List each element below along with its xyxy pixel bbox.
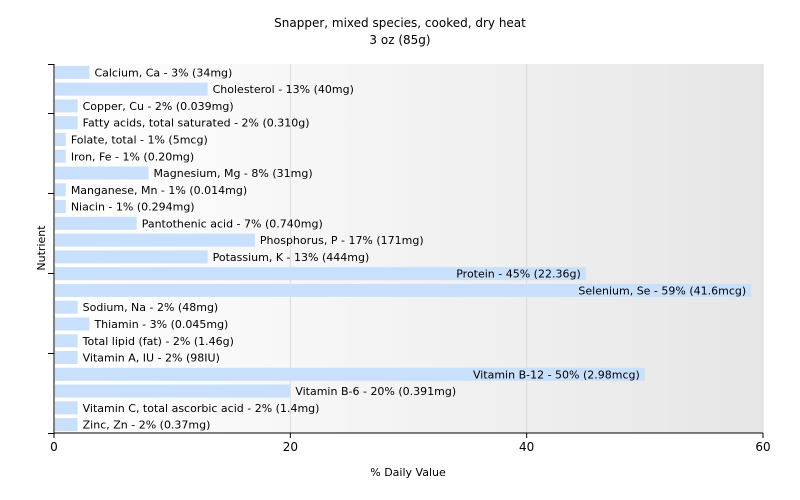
bar-18 [55, 367, 645, 381]
bar-label-2: Copper, Cu - 2% (0.039mg) [83, 100, 234, 113]
bar-21 [55, 418, 78, 432]
bar-label-14: Sodium, Na - 2% (48mg) [83, 301, 219, 314]
bar-group: Calcium, Ca - 3% (34mg) Cholesterol - 13%… [55, 65, 752, 432]
bar-label-21: Zinc, Zn - 2% (0.37mg) [83, 419, 211, 432]
bar-3 [55, 116, 78, 130]
bar-label-11: Potassium, K - 13% (444mg) [213, 251, 370, 264]
chart-subtitle: 3 oz (85g) [369, 33, 430, 47]
bar-label-12: Protein - 45% (22.36g) [456, 268, 581, 281]
bar-13 [55, 283, 752, 297]
bar-label-1: Cholesterol - 13% (40mg) [213, 83, 354, 96]
bar-20 [55, 401, 78, 415]
bar-10 [55, 233, 255, 247]
bar-label-9: Pantothenic acid - 7% (0.740mg) [142, 217, 323, 230]
bar-17 [55, 351, 78, 365]
bar-19 [55, 384, 291, 398]
bar-2 [55, 99, 78, 113]
bar-12 [55, 267, 586, 281]
bar-6 [55, 166, 149, 180]
x-tick-label-3: 60 [755, 440, 770, 454]
bar-8 [55, 200, 66, 214]
x-tick-label-2: 40 [519, 440, 534, 454]
bar-11 [55, 250, 208, 264]
bar-5 [55, 149, 66, 163]
axes [48, 64, 764, 438]
bar-label-8: Niacin - 1% (0.294mg) [71, 201, 195, 214]
bar-7 [55, 183, 66, 197]
bar-1 [55, 82, 208, 96]
bar-14 [55, 300, 78, 314]
bar-label-7: Manganese, Mn - 1% (0.014mg) [71, 184, 247, 197]
bar-label-16: Total lipid (fat) - 2% (1.46g) [82, 335, 234, 348]
bar-label-3: Fatty acids, total saturated - 2% (0.310… [83, 117, 310, 130]
x-tick-label-0: 0 [50, 440, 58, 454]
bar-15 [55, 317, 90, 331]
bar-label-20: Vitamin C, total ascorbic acid - 2% (1.4… [83, 402, 320, 415]
bar-label-18: Vitamin B-12 - 50% (2.98mcg) [473, 368, 640, 381]
bar-label-19: Vitamin B-6 - 20% (0.391mg) [295, 385, 456, 398]
bar-label-15: Thiamin - 3% (0.045mg) [93, 318, 228, 331]
x-tick-label-1: 20 [283, 440, 298, 454]
x-axis-title: % Daily Value [370, 466, 446, 479]
x-tick-labels: 0 20 40 60 [50, 440, 770, 454]
bar-9 [55, 216, 137, 230]
bar-0 [55, 65, 90, 79]
bar-16 [55, 334, 78, 348]
bar-label-10: Phosphorus, P - 17% (171mg) [260, 234, 424, 247]
bar-label-5: Iron, Fe - 1% (0.20mg) [71, 150, 194, 163]
bar-label-0: Calcium, Ca - 3% (34mg) [94, 66, 232, 79]
bar-4 [55, 132, 66, 146]
chart-title: Snapper, mixed species, cooked, dry heat [274, 16, 526, 30]
y-axis-title: Nutrient [35, 225, 48, 271]
bar-label-6: Magnesium, Mg - 8% (31mg) [154, 167, 313, 180]
bar-label-13: Selenium, Se - 59% (41.6mcg) [578, 284, 746, 297]
bar-label-17: Vitamin A, IU - 2% (98IU) [83, 352, 220, 365]
bar-label-4: Folate, total - 1% (5mcg) [71, 133, 208, 146]
